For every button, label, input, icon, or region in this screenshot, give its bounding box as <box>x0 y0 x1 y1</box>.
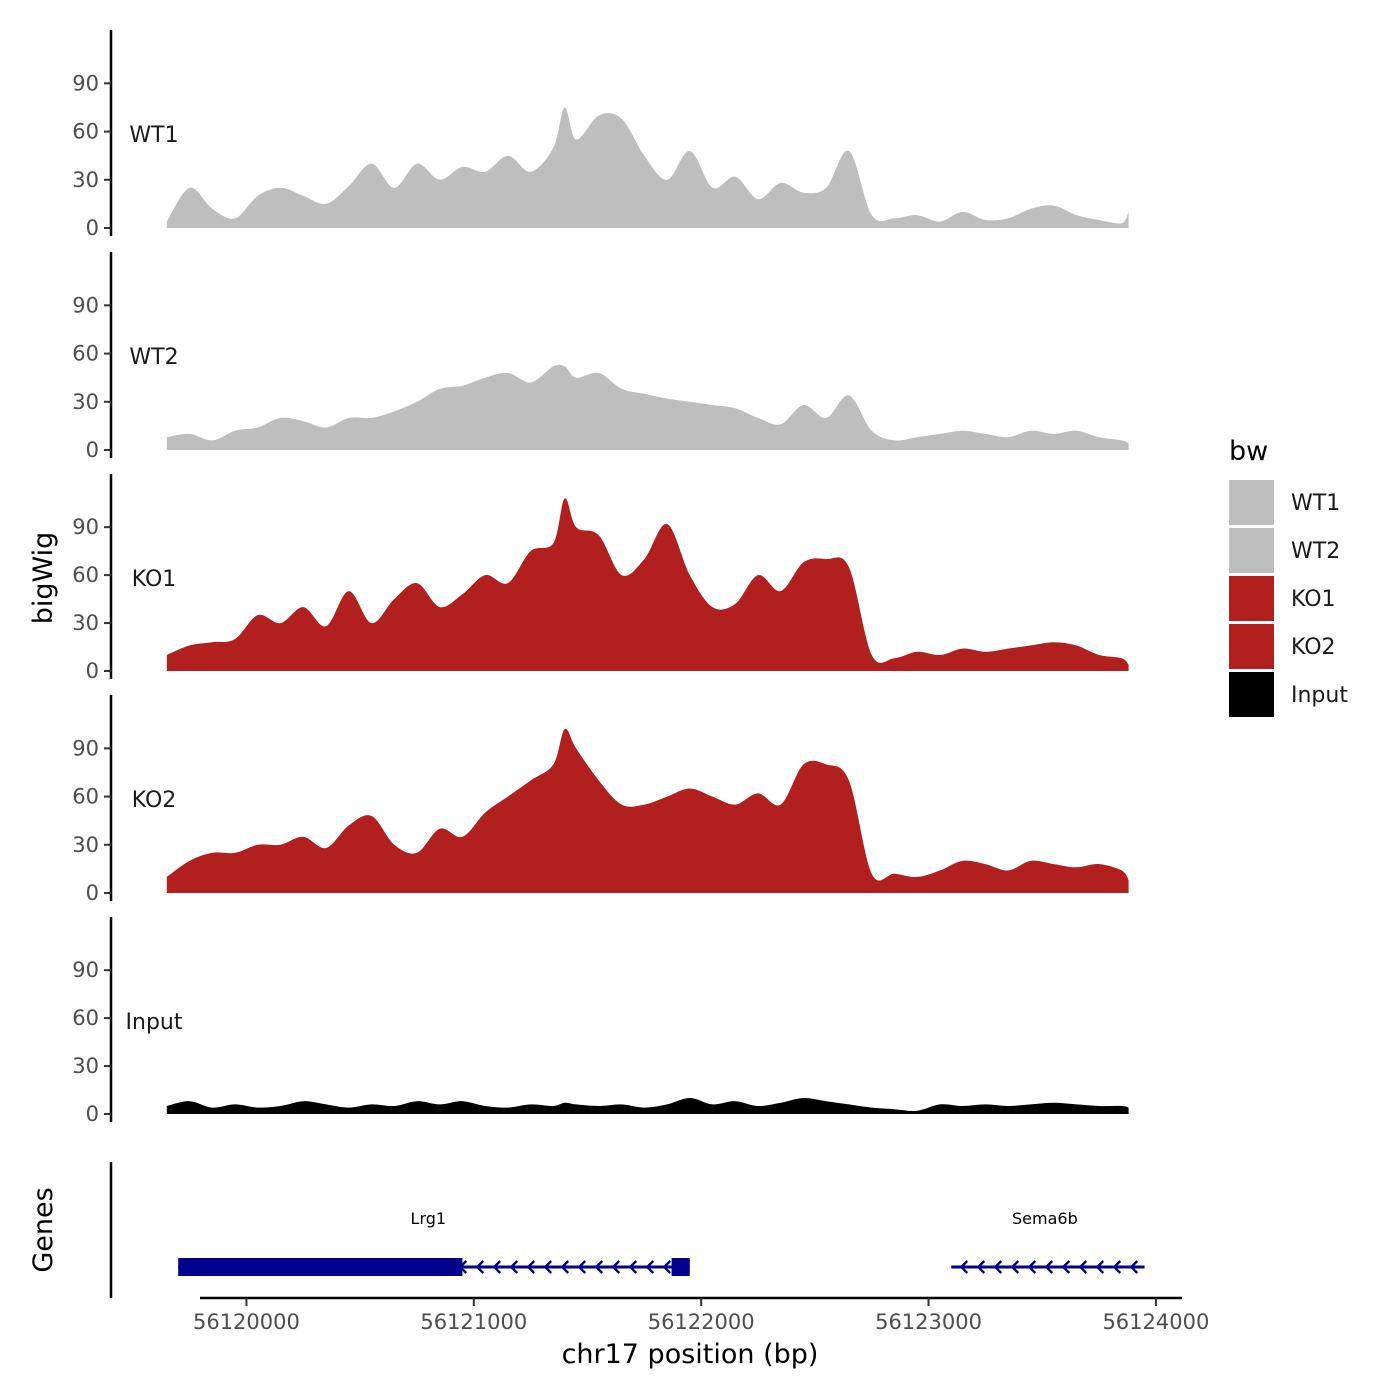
x-axis: chr17 position (bp) 56120000 56121000 5612… <box>193 1296 1209 1370</box>
gene-lrg1: Lrg1 <box>178 1209 690 1276</box>
strand-arrow <box>976 1260 986 1274</box>
legend-swatch-ko2 <box>1229 624 1274 669</box>
area-wt1 <box>166 107 1129 228</box>
legend-title: bw <box>1229 436 1268 467</box>
y-tick-label: 90 <box>72 515 99 539</box>
y-tick-label: 30 <box>72 833 99 857</box>
legend-label-wt2: WT2 <box>1291 539 1340 564</box>
track-label-wt2: WT2 <box>129 345 178 370</box>
strand-arrow <box>611 1260 621 1274</box>
y-tick-label: 30 <box>72 1054 99 1078</box>
genes-track: Genes Lrg1 Sema6b <box>28 1162 1145 1298</box>
y-tick-label: 90 <box>72 958 99 982</box>
track-wt1: 0 30 60 90 WT1 <box>72 30 1129 240</box>
legend-swatch-ko1 <box>1229 576 1274 621</box>
track-ko2: 0 30 60 90 KO2 <box>72 695 1129 905</box>
track-input: 0 30 60 90 Input <box>72 917 1129 1126</box>
track-label-wt1: WT1 <box>129 123 178 148</box>
x-tick-label: 56124000 <box>1102 1310 1209 1334</box>
strand-arrow <box>509 1260 519 1274</box>
y-tick-label: 90 <box>72 293 99 317</box>
y-tick-label: 90 <box>72 736 99 760</box>
x-tick-label: 56121000 <box>420 1310 527 1334</box>
legend-swatch-wt2 <box>1229 528 1274 573</box>
x-tick-label: 56120000 <box>193 1310 300 1334</box>
track-ko1: 0 30 60 90 KO1 <box>72 474 1129 683</box>
strand-arrow <box>628 1260 638 1274</box>
strand-arrow <box>1078 1260 1088 1274</box>
y-tick-label: 0 <box>86 216 99 240</box>
strand-arrow <box>594 1260 604 1274</box>
strand-arrow <box>1010 1260 1020 1274</box>
strand-arrow <box>543 1260 553 1274</box>
y-tick-label: 30 <box>72 168 99 192</box>
x-axis-title: chr17 position (bp) <box>562 1339 819 1370</box>
y-tick-label: 60 <box>72 785 99 809</box>
strand-arrow <box>1095 1260 1105 1274</box>
y-tick-label: 60 <box>72 342 99 366</box>
track-label-ko2: KO2 <box>132 788 177 813</box>
y-tick-label: 60 <box>72 1006 99 1030</box>
y-tick-label: 90 <box>72 71 99 95</box>
legend-label-ko2: KO2 <box>1291 635 1336 660</box>
legend: bw WT1 WT2 KO1 KO2 Input <box>1229 436 1348 717</box>
strand-arrow <box>526 1260 536 1274</box>
area-wt2 <box>166 364 1129 450</box>
strand-arrow <box>577 1260 587 1274</box>
y-tick-label: 30 <box>72 611 99 635</box>
x-tick-label: 56122000 <box>648 1310 755 1334</box>
y-tick-label: 0 <box>86 1102 99 1126</box>
track-label-ko1: KO1 <box>132 567 177 592</box>
area-input <box>166 1097 1129 1114</box>
strand-arrow <box>662 1260 672 1274</box>
strand-arrow <box>475 1260 485 1274</box>
x-tick-label: 56123000 <box>875 1310 982 1334</box>
bigwig-tracks: 0 30 60 90 WT1 0 30 60 90 WT2 0 30 60 90 KO1 0 30 60 90 KO2… <box>72 30 1129 1126</box>
track-wt2: 0 30 60 90 WT2 <box>72 252 1129 462</box>
strand-arrow <box>1044 1260 1054 1274</box>
y-tick-label: 60 <box>72 120 99 144</box>
legend-label-ko1: KO1 <box>1291 587 1336 612</box>
area-ko1 <box>166 498 1129 671</box>
track-label-input: Input <box>126 1010 183 1035</box>
y-tick-label: 60 <box>72 563 99 587</box>
strand-arrow <box>645 1260 655 1274</box>
gene-sema6b: Sema6b <box>951 1209 1145 1274</box>
strand-arrow <box>1061 1260 1071 1274</box>
y-tick-label: 0 <box>86 881 99 905</box>
exon <box>671 1258 690 1276</box>
strand-arrow <box>1129 1260 1139 1274</box>
legend-swatch-input <box>1229 672 1274 717</box>
legend-swatch-wt1 <box>1229 480 1274 525</box>
legend-label-input: Input <box>1291 683 1348 708</box>
y-axis-title: bigWig <box>28 532 59 625</box>
strand-arrow <box>1112 1260 1122 1274</box>
area-ko2 <box>166 728 1129 893</box>
strand-arrow <box>959 1260 969 1274</box>
strand-arrow <box>560 1260 570 1274</box>
genes-axis-title: Genes <box>28 1187 59 1272</box>
strand-arrow <box>1027 1260 1037 1274</box>
y-tick-label: 30 <box>72 390 99 414</box>
strand-arrow <box>492 1260 502 1274</box>
gene-label: Sema6b <box>1012 1209 1078 1228</box>
exon <box>178 1258 463 1276</box>
y-tick-label: 0 <box>86 438 99 462</box>
gene-label: Lrg1 <box>411 1209 447 1228</box>
strand-arrow <box>993 1260 1003 1274</box>
legend-label-wt1: WT1 <box>1291 491 1340 516</box>
y-tick-label: 0 <box>86 659 99 683</box>
